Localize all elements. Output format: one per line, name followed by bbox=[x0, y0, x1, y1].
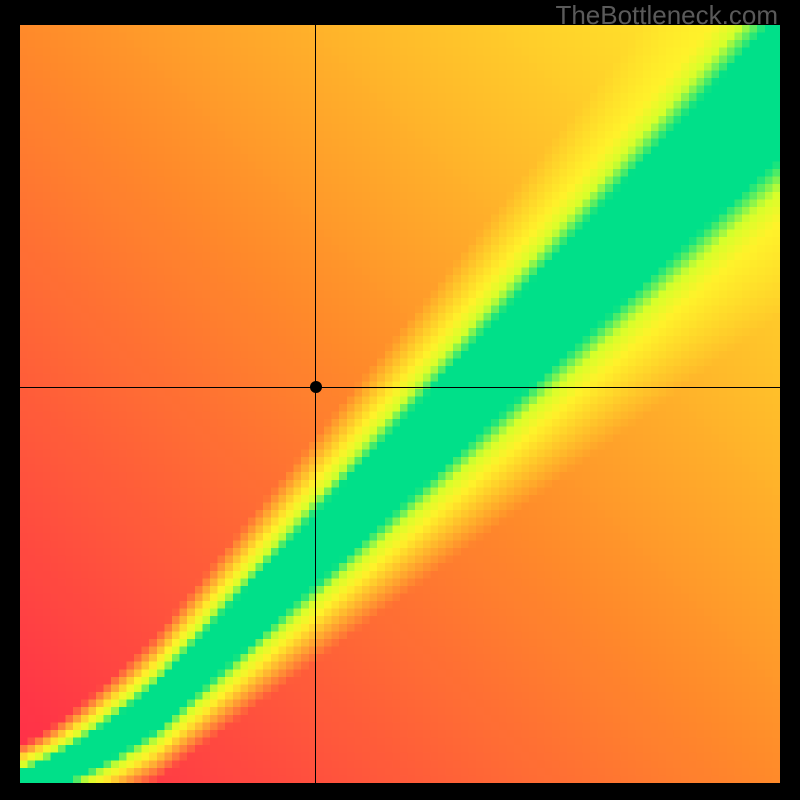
crosshair-horizontal bbox=[20, 387, 780, 388]
heatmap-canvas bbox=[20, 25, 780, 783]
plot-area bbox=[20, 25, 780, 783]
chart-frame: TheBottleneck.com bbox=[0, 0, 800, 800]
crosshair-vertical bbox=[315, 25, 316, 783]
data-point bbox=[310, 381, 322, 393]
watermark-text: TheBottleneck.com bbox=[555, 0, 778, 31]
